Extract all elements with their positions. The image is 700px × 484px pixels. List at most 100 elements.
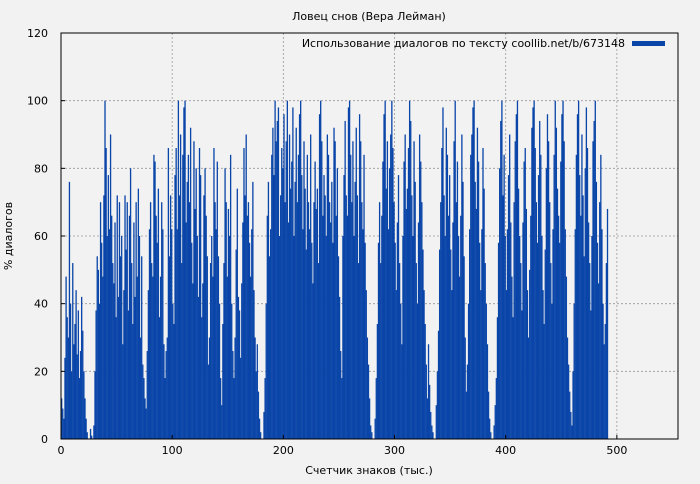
- bar: [318, 114, 321, 439]
- bar: [513, 202, 515, 439]
- bar: [593, 120, 595, 439]
- bar: [147, 290, 150, 439]
- bar: [300, 100, 302, 440]
- bar: [522, 222, 524, 439]
- bar: [564, 229, 566, 439]
- bar: [482, 148, 484, 440]
- bar: [422, 249, 424, 439]
- bar: [474, 181, 476, 439]
- legend-swatch: [632, 41, 665, 46]
- bar: [477, 161, 480, 440]
- bar: [550, 263, 552, 439]
- bar: [395, 290, 397, 439]
- bar: [496, 317, 499, 439]
- bar: [221, 405, 223, 439]
- bar: [284, 202, 286, 439]
- bar: [243, 148, 245, 440]
- bar: [343, 175, 345, 439]
- bar: [344, 120, 346, 439]
- bar: [385, 188, 387, 439]
- bar: [133, 222, 135, 439]
- bar: [296, 202, 298, 439]
- bar: [435, 405, 437, 439]
- bar: [216, 161, 218, 440]
- bar: [382, 161, 384, 440]
- bar: [537, 175, 540, 439]
- y-tick-label: 80: [34, 162, 48, 175]
- bar: [353, 236, 355, 439]
- bar: [436, 371, 439, 439]
- bar: [66, 317, 68, 439]
- bar: [361, 202, 363, 439]
- bar: [167, 148, 170, 440]
- bar: [502, 195, 504, 439]
- x-tick-label: 500: [606, 444, 627, 457]
- bar: [577, 100, 580, 440]
- bar: [340, 351, 342, 439]
- bar: [144, 398, 146, 439]
- bar: [270, 229, 272, 439]
- axis-ticks: 0 20 40 60 80 100 120 0 100 200 300 400 500: [27, 27, 627, 457]
- bar: [532, 107, 534, 439]
- bar: [490, 432, 492, 439]
- bar: [363, 154, 365, 440]
- bar: [74, 323, 76, 439]
- bar: [571, 425, 573, 439]
- bar: [271, 154, 273, 440]
- bar: [499, 168, 501, 440]
- bar: [255, 371, 257, 439]
- bar: [198, 148, 201, 440]
- bar: [527, 337, 530, 439]
- bar: [412, 236, 414, 439]
- bar: [510, 222, 512, 439]
- bar: [105, 148, 107, 440]
- bar: [311, 242, 313, 439]
- bar: [175, 148, 177, 440]
- bar: [265, 303, 267, 439]
- bar: [288, 134, 291, 439]
- bar: [136, 276, 138, 439]
- bar: [589, 263, 591, 439]
- bar: [410, 120, 412, 439]
- bar: [367, 364, 370, 439]
- bar: [314, 161, 316, 440]
- bar: [427, 344, 430, 439]
- bar: [313, 202, 315, 439]
- bar: [404, 134, 406, 439]
- bar: [567, 364, 570, 439]
- bar: [540, 154, 542, 440]
- bar: [559, 242, 561, 439]
- bar: [393, 202, 395, 439]
- bar: [117, 296, 120, 439]
- bar: [509, 134, 511, 439]
- bar: [335, 215, 337, 439]
- bar: [408, 100, 411, 440]
- bar: [376, 323, 379, 439]
- bar: [523, 161, 525, 440]
- bar: [331, 181, 333, 439]
- bar: [99, 202, 102, 439]
- bar: [413, 141, 415, 439]
- bar: [315, 208, 317, 439]
- bar: [295, 127, 297, 439]
- bar: [454, 100, 456, 440]
- bar: [72, 263, 74, 439]
- bar: [86, 432, 88, 439]
- bar: [101, 242, 103, 439]
- bar: [402, 236, 404, 439]
- bar: [341, 378, 343, 439]
- bar: [272, 127, 274, 439]
- bar: [238, 310, 241, 439]
- bar: [163, 344, 165, 439]
- bar: [206, 256, 208, 439]
- bar: [142, 364, 144, 439]
- bar: [437, 330, 440, 439]
- bar: [561, 114, 563, 439]
- bar: [334, 141, 336, 439]
- bar: [137, 188, 140, 439]
- bar: [554, 100, 556, 440]
- bar: [594, 100, 596, 440]
- bar: [396, 222, 399, 439]
- bar: [327, 154, 330, 440]
- bar: [116, 195, 118, 439]
